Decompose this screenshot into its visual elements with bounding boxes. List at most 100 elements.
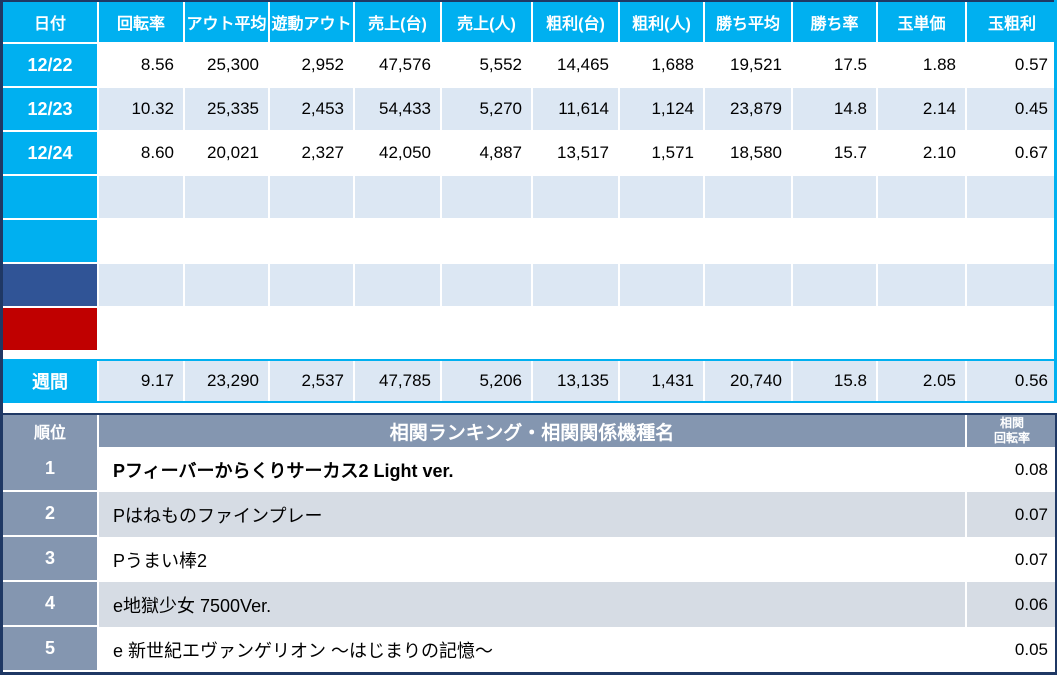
data-cell: 18,580 xyxy=(705,132,793,176)
data-cell xyxy=(620,264,705,308)
data-cell xyxy=(270,220,355,264)
date-cell xyxy=(3,264,99,308)
weekly-summary-cell: 47,785 xyxy=(355,361,442,401)
data-cell xyxy=(99,308,185,352)
machine-name-cell: Pうまい棒2 xyxy=(99,537,967,582)
weekly-summary-row: 週間 9.17 23,290 2,537 47,785 5,206 13,135 1,431… xyxy=(3,359,1057,403)
daily-column-header-3: 遊動アウト xyxy=(270,2,355,44)
data-cell xyxy=(442,308,533,352)
daily-row: 12/23 10.32 25,335 2,453 54,433 5,270 11,614 1,… xyxy=(3,88,1057,132)
correlation-value-cell: 0.05 xyxy=(1014,639,1048,659)
data-cell xyxy=(355,308,442,352)
data-cell xyxy=(270,308,355,352)
data-cell: 25,300 xyxy=(185,44,270,88)
daily-column-header-7: 粗利(人) xyxy=(620,2,705,44)
section-gap xyxy=(3,403,1057,413)
correlation-value-cell: 0.07 xyxy=(1014,549,1048,569)
data-cell xyxy=(355,176,442,220)
data-cell xyxy=(878,308,967,352)
data-cell xyxy=(967,176,1057,220)
report-content: 日付 回転率 アウト平均 遊動アウト 売上(台) 売上(人) 粗利(台) 粗利(人) 勝ち平均勝… xyxy=(3,0,1057,675)
ranking-row: 3 Pうまい棒2 0.07 xyxy=(3,537,1057,582)
daily-column-header-10: 玉単価 xyxy=(878,2,967,44)
data-cell: 2,327 xyxy=(270,132,355,176)
ranking-table-body: 1 Pフィーバーからくりサーカス2 Light ver. 0.08 2 Pはねものファイ… xyxy=(3,447,1057,672)
data-cell xyxy=(270,264,355,308)
weekly-summary-cell: 1,431 xyxy=(620,361,705,401)
date-cell xyxy=(3,308,99,352)
ranking-header-row: 順位 相関ランキング・相関関係機種名 相関 回転率 xyxy=(3,415,1057,447)
data-cell xyxy=(705,308,793,352)
data-cell: 1,571 xyxy=(620,132,705,176)
data-cell xyxy=(705,220,793,264)
correlation-rate-header-line2: 回転率 xyxy=(993,431,1030,445)
rank-number-cell: 1 xyxy=(3,447,99,492)
data-cell xyxy=(533,308,620,352)
rank-number-cell: 2 xyxy=(3,492,99,537)
data-cell xyxy=(620,220,705,264)
data-cell xyxy=(533,264,620,308)
data-cell: 25,335 xyxy=(185,88,270,132)
date-cell: 12/23 xyxy=(3,88,99,132)
data-cell xyxy=(793,220,878,264)
daily-column-header-9: 勝ち率 xyxy=(793,2,878,44)
date-cell: 12/22 xyxy=(3,44,99,88)
ranking-row: 4 e地獄少女 7500Ver. 0.06 xyxy=(3,582,1057,627)
daily-column-header-5: 売上(人) xyxy=(442,2,533,44)
data-cell: 13,517 xyxy=(533,132,620,176)
data-cell: 1.88 xyxy=(878,44,967,88)
daily-stats-table: 日付 回転率 アウト平均 遊動アウト 売上(台) 売上(人) 粗利(台) 粗利(人) 勝ち平均勝… xyxy=(3,0,1057,403)
data-cell: 54,433 xyxy=(355,88,442,132)
data-cell: 2.14 xyxy=(878,88,967,132)
ranking-title: 相関ランキング・相関関係機種名 xyxy=(99,415,967,447)
weekly-label-cell: 週間 xyxy=(3,361,99,401)
daily-column-header-8: 勝ち平均 xyxy=(705,2,793,44)
data-cell xyxy=(967,264,1057,308)
data-cell: 5,552 xyxy=(442,44,533,88)
weekly-summary-cell: 5,206 xyxy=(442,361,533,401)
data-cell xyxy=(185,220,270,264)
data-cell: 0.67 xyxy=(967,132,1057,176)
weekly-summary-cell: 9.17 xyxy=(99,361,185,401)
machine-name-cell: Pフィーバーからくりサーカス2 Light ver. xyxy=(99,447,967,492)
summary-gap xyxy=(3,352,1057,359)
table-top-border xyxy=(3,0,1057,2)
data-cell: 4,887 xyxy=(442,132,533,176)
ranking-row: 1 Pフィーバーからくりサーカス2 Light ver. 0.08 xyxy=(3,447,1057,492)
daily-row xyxy=(3,176,1057,220)
data-cell xyxy=(185,264,270,308)
machine-name-cell: e地獄少女 7500Ver. xyxy=(99,582,967,627)
daily-row: 12/24 8.60 20,021 2,327 42,050 4,887 13,517 1,5… xyxy=(3,132,1057,176)
data-cell: 0.45 xyxy=(967,88,1057,132)
data-cell: 47,576 xyxy=(355,44,442,88)
machine-name-cell: Pはねものファインプレー xyxy=(99,492,967,537)
data-cell xyxy=(793,264,878,308)
weekly-summary-cell: 13,135 xyxy=(533,361,620,401)
correlation-ranking-table: 順位 相関ランキング・相関関係機種名 相関 回転率 1 Pフィーバーからくりサーカ… xyxy=(3,413,1057,675)
data-cell xyxy=(793,176,878,220)
daily-column-header-11: 玉粗利 xyxy=(967,2,1057,44)
correlation-value-cell: 0.06 xyxy=(967,582,1057,627)
data-cell: 8.56 xyxy=(99,44,185,88)
weekly-summary-cell: 0.56 xyxy=(967,361,1057,401)
data-cell: 2,453 xyxy=(270,88,355,132)
data-cell xyxy=(355,220,442,264)
data-cell xyxy=(533,220,620,264)
data-cell xyxy=(99,220,185,264)
correlation-value-cell: 0.07 xyxy=(967,492,1057,537)
date-cell xyxy=(3,176,99,220)
data-cell: 11,614 xyxy=(533,88,620,132)
data-cell xyxy=(878,220,967,264)
daily-row xyxy=(3,308,1057,352)
data-cell xyxy=(442,220,533,264)
daily-row xyxy=(3,264,1057,308)
data-cell: 8.60 xyxy=(99,132,185,176)
data-cell: 17.5 xyxy=(793,44,878,88)
data-cell xyxy=(620,176,705,220)
data-cell: 1,688 xyxy=(620,44,705,88)
data-cell xyxy=(878,264,967,308)
data-cell xyxy=(967,308,1057,352)
data-cell: 5,270 xyxy=(442,88,533,132)
